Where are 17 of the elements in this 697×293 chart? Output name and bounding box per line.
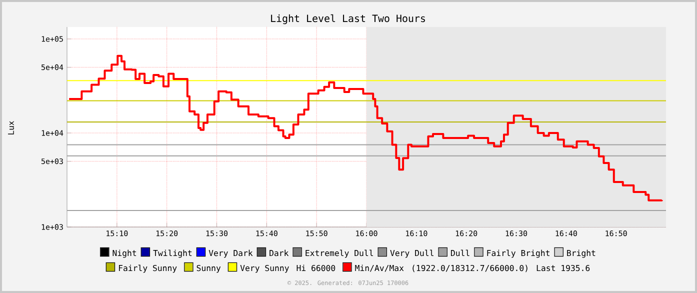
text: Hi 66000 [296, 264, 336, 272]
text: Last 1935.6 [536, 264, 590, 272]
legend-label: Extremely Dull [306, 250, 373, 258]
legend-label: Bright [567, 250, 596, 258]
legend-label: Very Dark [208, 250, 253, 258]
legend-label: Very Sunny [240, 264, 289, 273]
legend-label: Min/Av/Max [355, 264, 404, 272]
legend-label: Twilight [153, 250, 192, 258]
chart-title: Light Level Last Two Hours [271, 14, 425, 24]
legend-label: Night [112, 250, 136, 258]
legend-label: Sunny [196, 264, 221, 273]
text: (1922.0/18312.7/66000.0) [412, 264, 528, 272]
legend-label: Dull [450, 250, 470, 256]
legend-label: Fairly Bright [487, 250, 550, 258]
legend-label: Very Dull [390, 250, 434, 258]
legend-label: Dark [270, 250, 289, 256]
legend-label: Fairly Sunny [119, 264, 177, 273]
